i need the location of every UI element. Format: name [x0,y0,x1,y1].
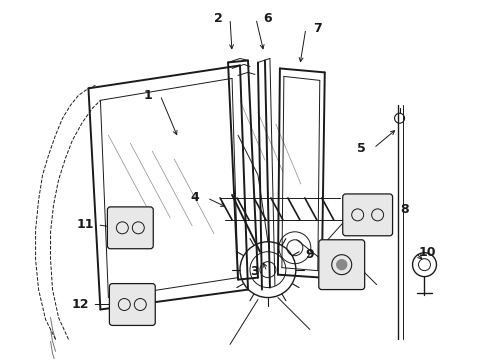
Text: 2: 2 [214,12,222,25]
Text: 3: 3 [251,265,259,278]
Text: 9: 9 [305,248,314,261]
Circle shape [337,260,347,270]
Text: 1: 1 [144,89,153,102]
Text: 8: 8 [400,203,409,216]
Text: 7: 7 [314,22,322,35]
Text: 6: 6 [264,12,272,25]
FancyBboxPatch shape [343,194,392,236]
Text: 5: 5 [357,141,366,155]
Text: 10: 10 [419,246,436,259]
Text: 12: 12 [72,298,89,311]
FancyBboxPatch shape [109,284,155,325]
FancyBboxPatch shape [319,240,365,289]
Text: 4: 4 [191,192,199,204]
Text: 11: 11 [77,218,94,231]
FancyBboxPatch shape [107,207,153,249]
